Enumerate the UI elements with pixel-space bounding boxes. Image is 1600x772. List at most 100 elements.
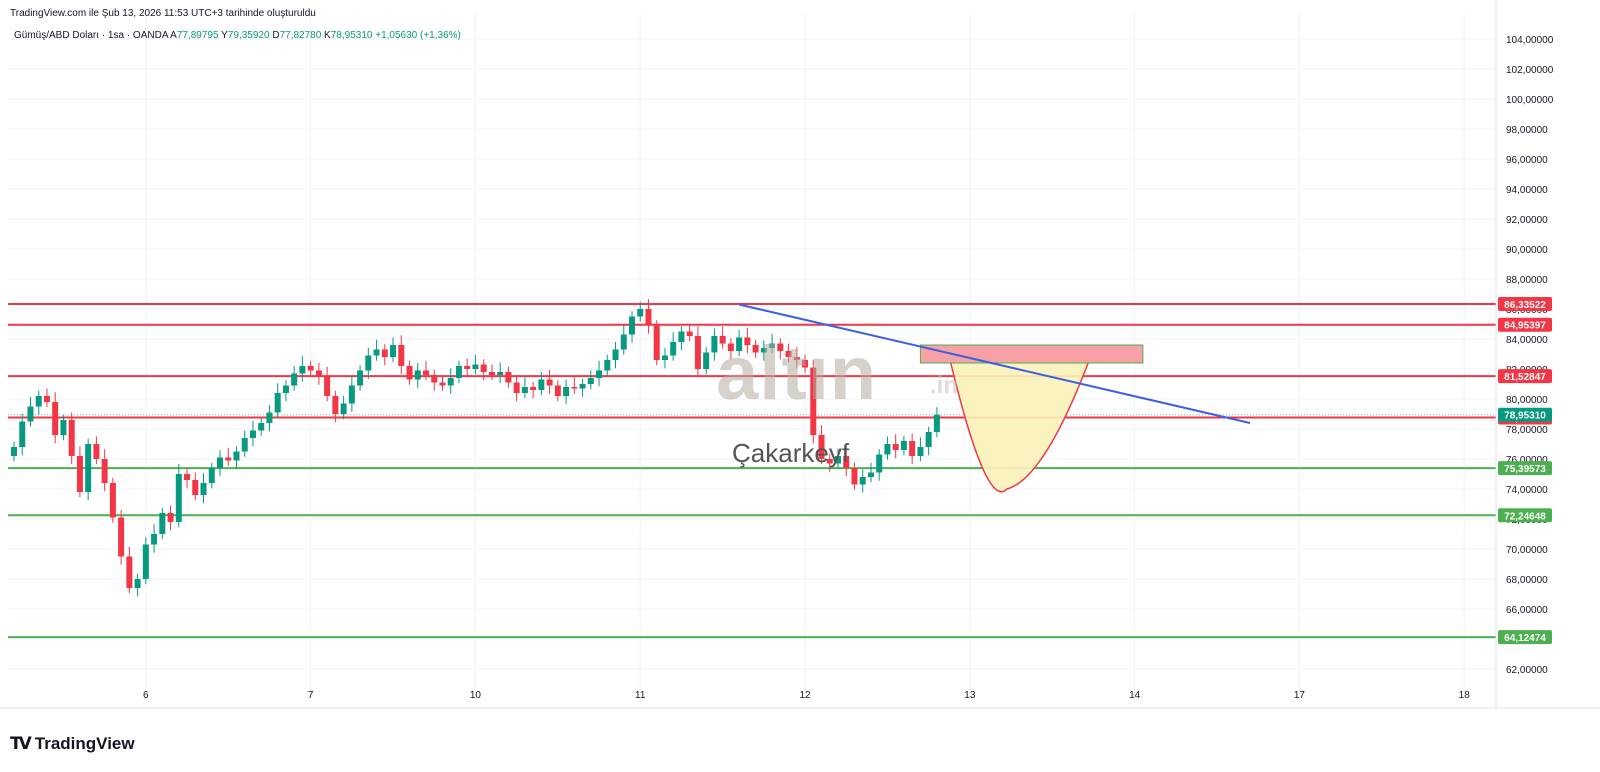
- candle: [299, 356, 306, 382]
- candle-body: [11, 447, 17, 456]
- candle-body: [620, 334, 627, 350]
- candle-body: [19, 421, 26, 447]
- candle-body: [892, 444, 899, 450]
- y-tick-label: 96,00000: [1506, 155, 1548, 166]
- candle-body: [604, 360, 611, 371]
- candle: [357, 365, 364, 391]
- candle: [694, 326, 701, 378]
- x-tick-label: 12: [799, 690, 811, 701]
- candle-body: [184, 474, 191, 480]
- candle: [497, 362, 504, 384]
- candle-body: [68, 420, 75, 456]
- candle-body: [711, 336, 718, 353]
- candle: [587, 370, 594, 390]
- candle: [538, 372, 545, 396]
- candle: [554, 380, 561, 402]
- candle: [27, 396, 34, 427]
- candle-body: [727, 343, 734, 351]
- candle-body: [167, 513, 174, 522]
- resistance-price-tag: 86,33522: [1504, 300, 1546, 311]
- support-price-tag-bg: [1498, 630, 1552, 645]
- candle: [793, 347, 800, 369]
- candle: [365, 348, 372, 379]
- candle-body: [200, 483, 207, 495]
- candle: [661, 348, 668, 369]
- resistance-price-tag-bg: [1498, 317, 1552, 332]
- y-tick-label: 78,00000: [1506, 425, 1548, 436]
- candle-body: [867, 472, 874, 477]
- candle: [184, 468, 191, 489]
- candle-body: [225, 457, 232, 461]
- candle: [464, 358, 471, 378]
- candle-body: [653, 325, 660, 360]
- candle: [423, 360, 429, 381]
- ohlc-value: 77,89795: [176, 30, 219, 41]
- candle-body: [233, 451, 240, 461]
- candle: [439, 375, 446, 391]
- candle: [505, 366, 512, 388]
- x-tick-label: 17: [1294, 690, 1306, 701]
- candle-body: [736, 337, 743, 351]
- candle: [93, 436, 100, 465]
- price-change: +1,05630 (+1,36%): [375, 30, 461, 41]
- candle: [43, 388, 50, 408]
- candle-body: [118, 517, 125, 557]
- x-tick-label: 18: [1459, 690, 1471, 701]
- candle: [703, 347, 710, 375]
- candle: [488, 364, 495, 381]
- candle: [11, 441, 17, 462]
- candle: [398, 335, 405, 375]
- candle: [612, 342, 619, 369]
- ohlc-value: 78,95310: [330, 30, 373, 41]
- candle-body: [629, 316, 635, 335]
- candle-body: [332, 396, 339, 414]
- tradingview-logo-icon: TV: [10, 734, 32, 754]
- candle: [810, 360, 817, 444]
- candle: [678, 326, 685, 351]
- candle: [332, 390, 339, 423]
- y-tick-label: 76,00000: [1506, 455, 1548, 466]
- candle-body: [546, 379, 553, 386]
- candle: [472, 354, 479, 375]
- candle-body: [488, 372, 495, 375]
- candle-body: [447, 378, 454, 386]
- candle: [19, 414, 26, 456]
- candle: [151, 524, 158, 553]
- ohlc-values: A77,89795 Y79,35920 D77,82780 K78,95310: [170, 30, 372, 41]
- candle: [637, 301, 644, 322]
- y-tick-label: 88,00000: [1506, 275, 1548, 286]
- candle: [859, 469, 866, 493]
- candle-body: [464, 366, 471, 369]
- candle: [711, 328, 718, 361]
- candle: [274, 383, 281, 418]
- candle-body: [249, 430, 256, 438]
- candle: [208, 462, 215, 489]
- candle: [85, 438, 92, 501]
- candle-body: [835, 456, 841, 464]
- candle-body: [884, 444, 891, 455]
- candle: [645, 299, 652, 334]
- candle: [60, 414, 67, 441]
- candle-body: [93, 444, 100, 459]
- candle-body: [398, 345, 405, 366]
- candle-body: [661, 355, 668, 360]
- x-tick-label: 6: [143, 690, 149, 701]
- candle-body: [818, 435, 825, 459]
- candle-body: [900, 441, 907, 450]
- candle-body: [241, 438, 248, 452]
- candle-body: [159, 513, 166, 534]
- candle-body: [192, 480, 199, 495]
- candle: [777, 338, 784, 360]
- candle: [530, 381, 537, 399]
- candle: [727, 338, 734, 360]
- tradingview-logo[interactable]: TV TradingView: [10, 734, 135, 754]
- candle-body: [530, 387, 537, 390]
- ohlc-key: D: [269, 30, 280, 41]
- candle-body: [596, 370, 603, 378]
- candle: [109, 477, 116, 523]
- candle: [315, 363, 322, 385]
- candle-body: [60, 420, 67, 435]
- candle: [225, 447, 232, 466]
- candle-body: [859, 477, 866, 485]
